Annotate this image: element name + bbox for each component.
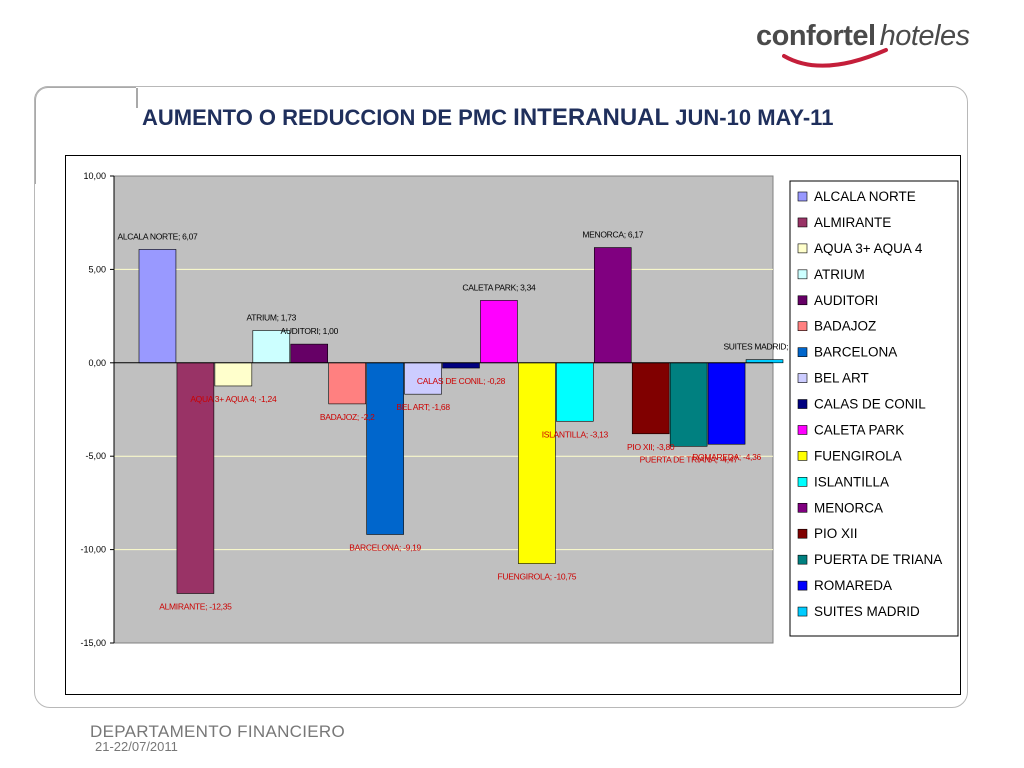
legend-swatch: [797, 451, 808, 461]
legend-swatch: [797, 269, 808, 280]
bar-chart: 10,00 5,00 0,00 -5,00 -10,00 -15,00 ALCALA NOR…: [80, 171, 959, 648]
legend-swatch: [797, 425, 808, 435]
y-tick-label: 0,00: [88, 358, 106, 368]
legend-label: BEL ART: [814, 371, 869, 386]
legend-label: SUITES MADRID: [814, 604, 920, 619]
data-label: ATRIUM; 1,73: [246, 312, 296, 322]
bar: [252, 330, 291, 364]
legend-label: PUERTA DE TRIANA: [814, 552, 942, 567]
legend-swatch: [797, 399, 808, 409]
bar: [556, 362, 594, 422]
legend-label: ROMAREDA: [814, 578, 892, 593]
data-label: FUENGIROLA; -10,75: [498, 572, 577, 582]
y-tick-label: -15,00: [80, 638, 106, 648]
bar: [593, 247, 632, 364]
legend-swatch: [797, 347, 808, 357]
bar: [290, 343, 329, 364]
legend-label: AQUA 3+ AQUA 4: [814, 241, 923, 256]
legend-swatch: [797, 528, 808, 539]
legend-swatch: [797, 606, 808, 617]
bar: [518, 362, 556, 564]
data-label: BADAJOZ; -2,2: [320, 412, 375, 422]
data-label: ISLANTILLA; -3,13: [542, 429, 609, 439]
y-tick-label: 10,00: [83, 171, 106, 181]
data-label: CALETA PARK; 3,34: [462, 282, 536, 292]
data-label: BARCELONA; -9,19: [349, 542, 421, 552]
legend-swatch: [797, 502, 808, 513]
bar: [328, 362, 366, 405]
data-label: MENORCA; 6,17: [582, 230, 643, 240]
data-label: PUERTA DE TRIANA; -4,47: [640, 454, 739, 464]
bar: [631, 362, 670, 435]
legend-label: CALAS DE CONIL: [814, 397, 926, 412]
footer-date: 21-22/07/2011: [95, 739, 178, 754]
bar: [442, 362, 480, 369]
legend-swatch: [797, 295, 808, 306]
legend-label: CALETA PARK: [814, 422, 904, 437]
bar: [138, 249, 177, 364]
confortel-logo: confortel hoteles: [756, 20, 970, 80]
legend-swatch: [797, 321, 808, 332]
y-tick-label: 5,00: [88, 264, 106, 274]
data-label: ROMAREDA; -4,36: [692, 452, 761, 462]
bar: [176, 362, 215, 594]
legend-label: BARCELONA: [814, 345, 897, 360]
legend-swatch: [797, 554, 808, 565]
data-label: ALMIRANTE; -12,35: [159, 601, 232, 611]
legend-label: ISLANTILLA: [814, 474, 889, 489]
legend-label: FUENGIROLA: [814, 448, 902, 463]
data-label: ALCALA NORTE; 6,07: [117, 231, 198, 241]
logo-swoosh-icon: [782, 48, 888, 68]
legend-label: AUDITORI: [814, 293, 878, 308]
legend-label: ATRIUM: [814, 267, 865, 282]
legend-swatch: [797, 477, 808, 487]
y-tick-label: -5,00: [85, 451, 106, 461]
legend-label: PIO XII: [814, 526, 858, 541]
legend-swatch: [797, 191, 808, 202]
chart-container: 10,00 5,00 0,00 -5,00 -10,00 -15,00 ALCALA NOR…: [65, 155, 961, 695]
data-label: CALAS DE CONIL; -0,28: [417, 376, 506, 386]
bar: [214, 362, 253, 387]
page-title: AUMENTO O REDUCCION DE PMC INTERANUAL JU…: [142, 104, 833, 132]
title-part1: AUMENTO O REDUCCION DE PMC: [142, 105, 514, 130]
bar: [404, 362, 442, 395]
bar: [669, 362, 708, 447]
slide-frame: [34, 86, 968, 708]
logo-brand-italic: hoteles: [879, 20, 971, 52]
title-part2: INTERANUAL: [513, 104, 670, 131]
legend-label: MENORCA: [814, 500, 883, 515]
footer-department: DEPARTAMENTO FINANCIERO: [90, 722, 346, 741]
legend-label: ALCALA NORTE: [814, 189, 916, 204]
legend-swatch: [797, 243, 808, 254]
legend-label: BADAJOZ: [814, 319, 876, 334]
y-tick-label: -10,00: [80, 545, 106, 555]
data-label: BEL ART; -1,68: [396, 402, 450, 412]
bar: [707, 362, 746, 445]
logo-brand-bold: confortel: [756, 20, 876, 52]
bar: [366, 362, 404, 535]
title-part3: JUN-10 MAY-11: [669, 105, 834, 130]
data-label: AUDITORI; 1,00: [280, 326, 338, 336]
legend-swatch: [797, 580, 808, 591]
legend-box: [789, 180, 959, 637]
legend-label: ALMIRANTE: [814, 215, 891, 230]
data-label: SUITES MADRID; 0,17: [723, 342, 806, 352]
legend-swatch: [797, 373, 808, 383]
data-label: PIO XII; -3,80: [627, 442, 675, 452]
data-label: AQUA 3+ AQUA 4; -1,24: [190, 394, 277, 404]
bar: [480, 300, 518, 364]
legend-swatch: [797, 217, 808, 228]
